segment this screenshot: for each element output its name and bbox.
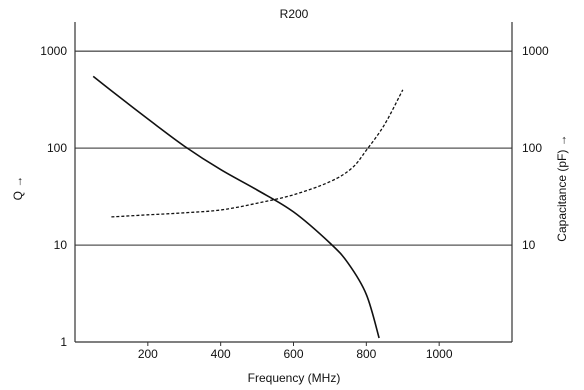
tick-labels: 200 400 600 800 1000 1 10 100 1000 10 100 1000 — [40, 44, 549, 361]
x-tick-label: 400 — [211, 347, 231, 361]
x-tick-label: 800 — [356, 347, 376, 361]
y-tick-label-right: 100 — [522, 141, 542, 155]
y-axis-label-left: Q → — [11, 176, 25, 201]
capacitance-curve — [111, 89, 404, 218]
y-tick-label-right: 1000 — [522, 44, 549, 58]
x-tick-label: 600 — [283, 347, 303, 361]
y-axis-label-right: Capacitance (pF) → — [555, 134, 569, 241]
x-tick-label: 1000 — [426, 347, 453, 361]
y-tick-label-left: 10 — [54, 238, 68, 252]
grid-lines — [75, 50, 512, 246]
y-tick-label-left: 1 — [60, 335, 67, 349]
x-tick-label: 200 — [138, 347, 158, 361]
y-tick-label-left: 1000 — [40, 44, 67, 58]
chart-title: R200 — [280, 7, 309, 21]
x-axis-label: Frequency (MHz) — [248, 371, 341, 385]
q-curve — [92, 75, 380, 339]
y-tick-label-left: 100 — [47, 141, 67, 155]
plot-frame — [74, 22, 513, 343]
y-tick-label-right: 10 — [522, 238, 536, 252]
series-lines — [92, 75, 404, 339]
